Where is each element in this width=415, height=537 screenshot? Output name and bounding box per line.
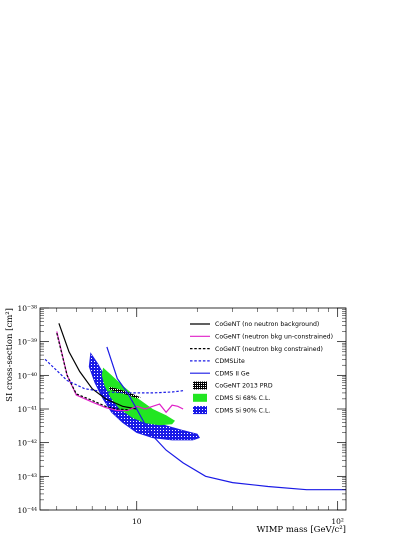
- legend-box-swatch: [193, 393, 207, 402]
- y-axis-title: SI cross-section [cm²]: [5, 308, 15, 402]
- legend-label: CDMS Si 68% C.L.: [215, 395, 270, 402]
- legend: CoGeNT (no neutron background) CoGeNT (ne…: [190, 321, 333, 414]
- x-axis-title: WIMP mass [GeV/c²]: [257, 525, 346, 535]
- region-cdms-si-68-c-l: [101, 367, 175, 426]
- y-tick-label: 10⁻³⁸: [17, 304, 37, 313]
- legend-label: CoGeNT 2013 PRD: [215, 383, 273, 390]
- y-tick-label: 10⁻⁴²: [17, 439, 37, 448]
- legend-label: CDMS II Ge: [215, 370, 250, 377]
- legend-box-swatch: [193, 406, 207, 415]
- region-cdms-si-90-c-l: [88, 352, 200, 441]
- legend-label: CDMS Si 90% C.L.: [215, 407, 270, 414]
- legend-item-cdms-si-68-c-l: CDMS Si 68% C.L.: [193, 393, 270, 402]
- legend-item-cogent-neutron-bkg-un-constrained: CoGeNT (neutron bkg un-constrained): [190, 334, 333, 341]
- legend-item-cdms-si-90-c-l: CDMS Si 90% C.L.: [193, 406, 270, 414]
- legend-item-cogent-2013-prd: CoGeNT 2013 PRD: [193, 381, 273, 390]
- series-line-cogent-neutron-bkg-un-constrained: [56, 331, 184, 414]
- series-line-cogent-no-neutron-background: [58, 323, 137, 410]
- legend-box-swatch: [193, 381, 207, 390]
- legend-label: CoGeNT (no neutron background): [215, 321, 319, 328]
- legend-item-cdms-ii-ge: CDMS II Ge: [190, 370, 250, 377]
- series-line-cogent-neutron-bkg-constrained: [56, 332, 128, 411]
- y-tick-label: 10⁻³⁹: [17, 338, 37, 347]
- y-tick-label: 10⁻⁴⁴: [17, 506, 37, 515]
- series-line-cdms-ii-ge: [106, 346, 346, 491]
- legend-label: CDMSLite: [215, 358, 245, 365]
- x-tick-label: 10²: [331, 517, 344, 526]
- series-line-cdmslite: [44, 358, 184, 394]
- legend-item-cogent-neutron-bkg-constrained: CoGeNT (neutron bkg constrained): [190, 346, 323, 353]
- y-tick-label: 10⁻⁴¹: [17, 405, 37, 414]
- x-tick-label: 10: [132, 517, 142, 526]
- legend-label: CoGeNT (neutron bkg constrained): [215, 346, 323, 353]
- y-tick-label: 10⁻⁴⁰: [17, 371, 37, 380]
- legend-item-cogent-no-neutron-background: CoGeNT (no neutron background): [190, 321, 319, 328]
- y-tick-label: 10⁻⁴³: [17, 472, 37, 481]
- legend-item-cdmslite: CDMSLite: [190, 358, 245, 365]
- legend-label: CoGeNT (neutron bkg un-constrained): [215, 334, 333, 341]
